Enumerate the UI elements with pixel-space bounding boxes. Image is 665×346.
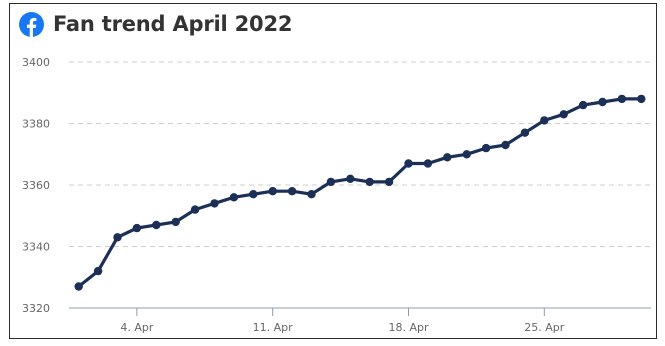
- x-tick-label: 25. Apr: [524, 321, 564, 334]
- y-tick-label: 3360: [22, 179, 50, 192]
- grid-lines: [69, 61, 651, 247]
- x-tick-label: 11. Apr: [253, 321, 293, 334]
- data-point: [93, 266, 103, 276]
- y-tick-label: 3380: [22, 118, 50, 131]
- data-point: [617, 94, 627, 104]
- data-point: [132, 223, 142, 233]
- y-tick-label: 3320: [22, 302, 50, 315]
- data-point: [171, 217, 180, 227]
- chart-header: Fan trend April 2022: [19, 9, 292, 39]
- data-point: [190, 205, 200, 214]
- data-point: [210, 199, 219, 208]
- data-point: [443, 153, 452, 162]
- facebook-icon: [19, 11, 44, 37]
- data-point: [229, 193, 239, 202]
- data-point: [540, 116, 549, 125]
- data-point: [520, 128, 530, 137]
- data-point: [268, 187, 277, 196]
- data-point: [559, 110, 568, 119]
- data-point: [307, 190, 316, 199]
- data-point: [637, 94, 646, 104]
- data-point: [501, 140, 510, 150]
- data-point: [404, 159, 413, 168]
- series-fans: [74, 94, 646, 291]
- y-axis-ticks: 3320 3340 3360 3380 3400: [22, 56, 50, 315]
- y-tick-label: 3340: [22, 241, 50, 254]
- x-axis: 4. Apr 11. Apr 18. Apr 25. Apr: [69, 307, 651, 334]
- data-point: [365, 177, 374, 187]
- y-tick-label: 3400: [22, 56, 50, 69]
- x-tick-label: 4. Apr: [120, 321, 153, 334]
- data-point: [578, 100, 588, 110]
- data-point: [326, 177, 336, 187]
- series-line: [77, 97, 643, 289]
- data-point: [249, 190, 258, 199]
- data-point: [481, 143, 491, 153]
- data-point: [598, 97, 607, 107]
- data-point: [113, 233, 122, 242]
- x-tick-label: 18. Apr: [388, 321, 428, 334]
- data-point: [384, 177, 394, 187]
- data-point: [462, 150, 471, 159]
- data-point: [152, 220, 161, 230]
- data-point: [74, 282, 83, 291]
- data-point: [346, 174, 355, 183]
- chart-frame: [9, 3, 657, 339]
- chart-title: Fan trend April 2022: [53, 12, 293, 36]
- data-point: [287, 187, 297, 196]
- data-point: [423, 159, 433, 168]
